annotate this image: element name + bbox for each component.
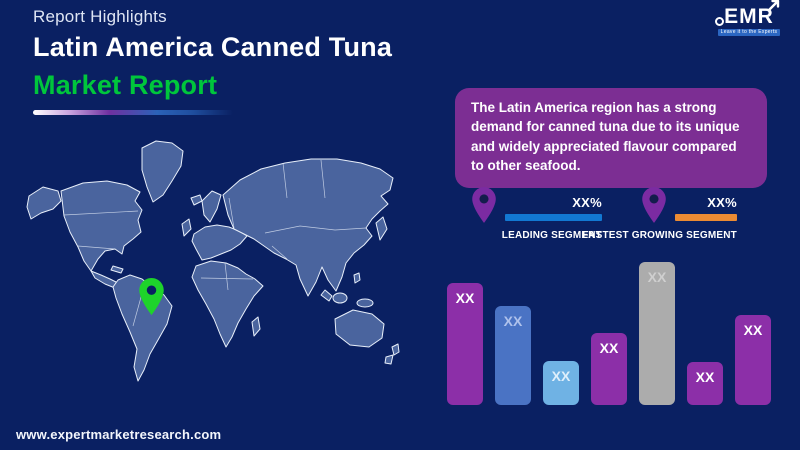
bar: XX (735, 315, 771, 405)
emr-logo-mark: EMR (715, 0, 780, 28)
segment-pin-icon (471, 183, 497, 227)
footer-url: www.expertmarketresearch.com (16, 427, 222, 442)
map-africa (191, 260, 264, 348)
bar: XX (543, 361, 579, 405)
map-sumatra (320, 289, 333, 302)
arrow-up-right-icon (768, 0, 780, 11)
map-iceland (190, 194, 203, 206)
page-title-line1: Latin America Canned Tuna (33, 32, 393, 62)
world-map (25, 138, 420, 388)
segment-pin-icon (641, 183, 667, 227)
fastest-growing-segment-value: XX% (707, 195, 737, 210)
map-madagascar (251, 316, 261, 337)
bar: XX (495, 306, 531, 405)
legend-item-1: XX% FASTEST GROWING SEGMENT (582, 183, 737, 243)
page-title-line2: Market Report (33, 70, 218, 100)
bar: XX (591, 333, 627, 405)
leading-segment-underline (505, 214, 602, 221)
map-europe (191, 224, 248, 261)
fastest-growing-segment-label: FASTEST GROWING SEGMENT (582, 230, 737, 241)
bar-label: XX (695, 369, 715, 385)
map-borneo (332, 292, 348, 304)
map-uk (181, 218, 192, 237)
leading-segment-label: LEADING SEGMENT (501, 230, 602, 241)
leading-segment-value: XX% (572, 195, 602, 210)
map-philippines (353, 272, 361, 284)
emr-logo: EMR Leave it to the Experts (710, 0, 788, 36)
title-accent-bar (33, 110, 233, 115)
map-new-guinea (356, 298, 374, 308)
map-scandinavia (201, 190, 222, 223)
map-country-borders (63, 159, 367, 327)
callout-text: The Latin America region has a strong de… (471, 100, 740, 174)
map-alaska (26, 186, 62, 220)
map-cuba (110, 265, 124, 274)
fastest-growing-segment-underline (675, 214, 737, 221)
legend-item-0: XX% LEADING SEGMENT (471, 183, 602, 243)
bar-chart: XX XX XX XX XX XX XX (447, 262, 771, 405)
map-asia (222, 158, 394, 297)
bar-label: XX (551, 368, 571, 384)
bar-label: XX (743, 322, 763, 338)
map-australia (334, 309, 385, 348)
map-greenland (141, 140, 184, 203)
header: Report Highlights Latin America Canned T… (33, 7, 392, 103)
bar: XX (447, 283, 483, 405)
logo-ring-icon (715, 17, 725, 26)
bar: XX (639, 262, 675, 405)
logo-tagline: Leave it to the Experts (718, 29, 780, 36)
location-pin-icon (138, 276, 165, 317)
bar: XX (687, 362, 723, 405)
report-eyebrow: Report Highlights (33, 7, 167, 26)
world-map-svg (26, 140, 400, 382)
bar-label: XX (647, 269, 667, 285)
bar-label: XX (599, 340, 619, 356)
callout-box: The Latin America region has a strong de… (455, 88, 767, 188)
logo-text: EMR (724, 5, 774, 28)
bar-label: XX (455, 290, 475, 306)
map-north-america (60, 180, 143, 272)
map-new-zealand (384, 343, 400, 365)
map-japan (375, 216, 388, 241)
bar-label: XX (503, 313, 523, 329)
